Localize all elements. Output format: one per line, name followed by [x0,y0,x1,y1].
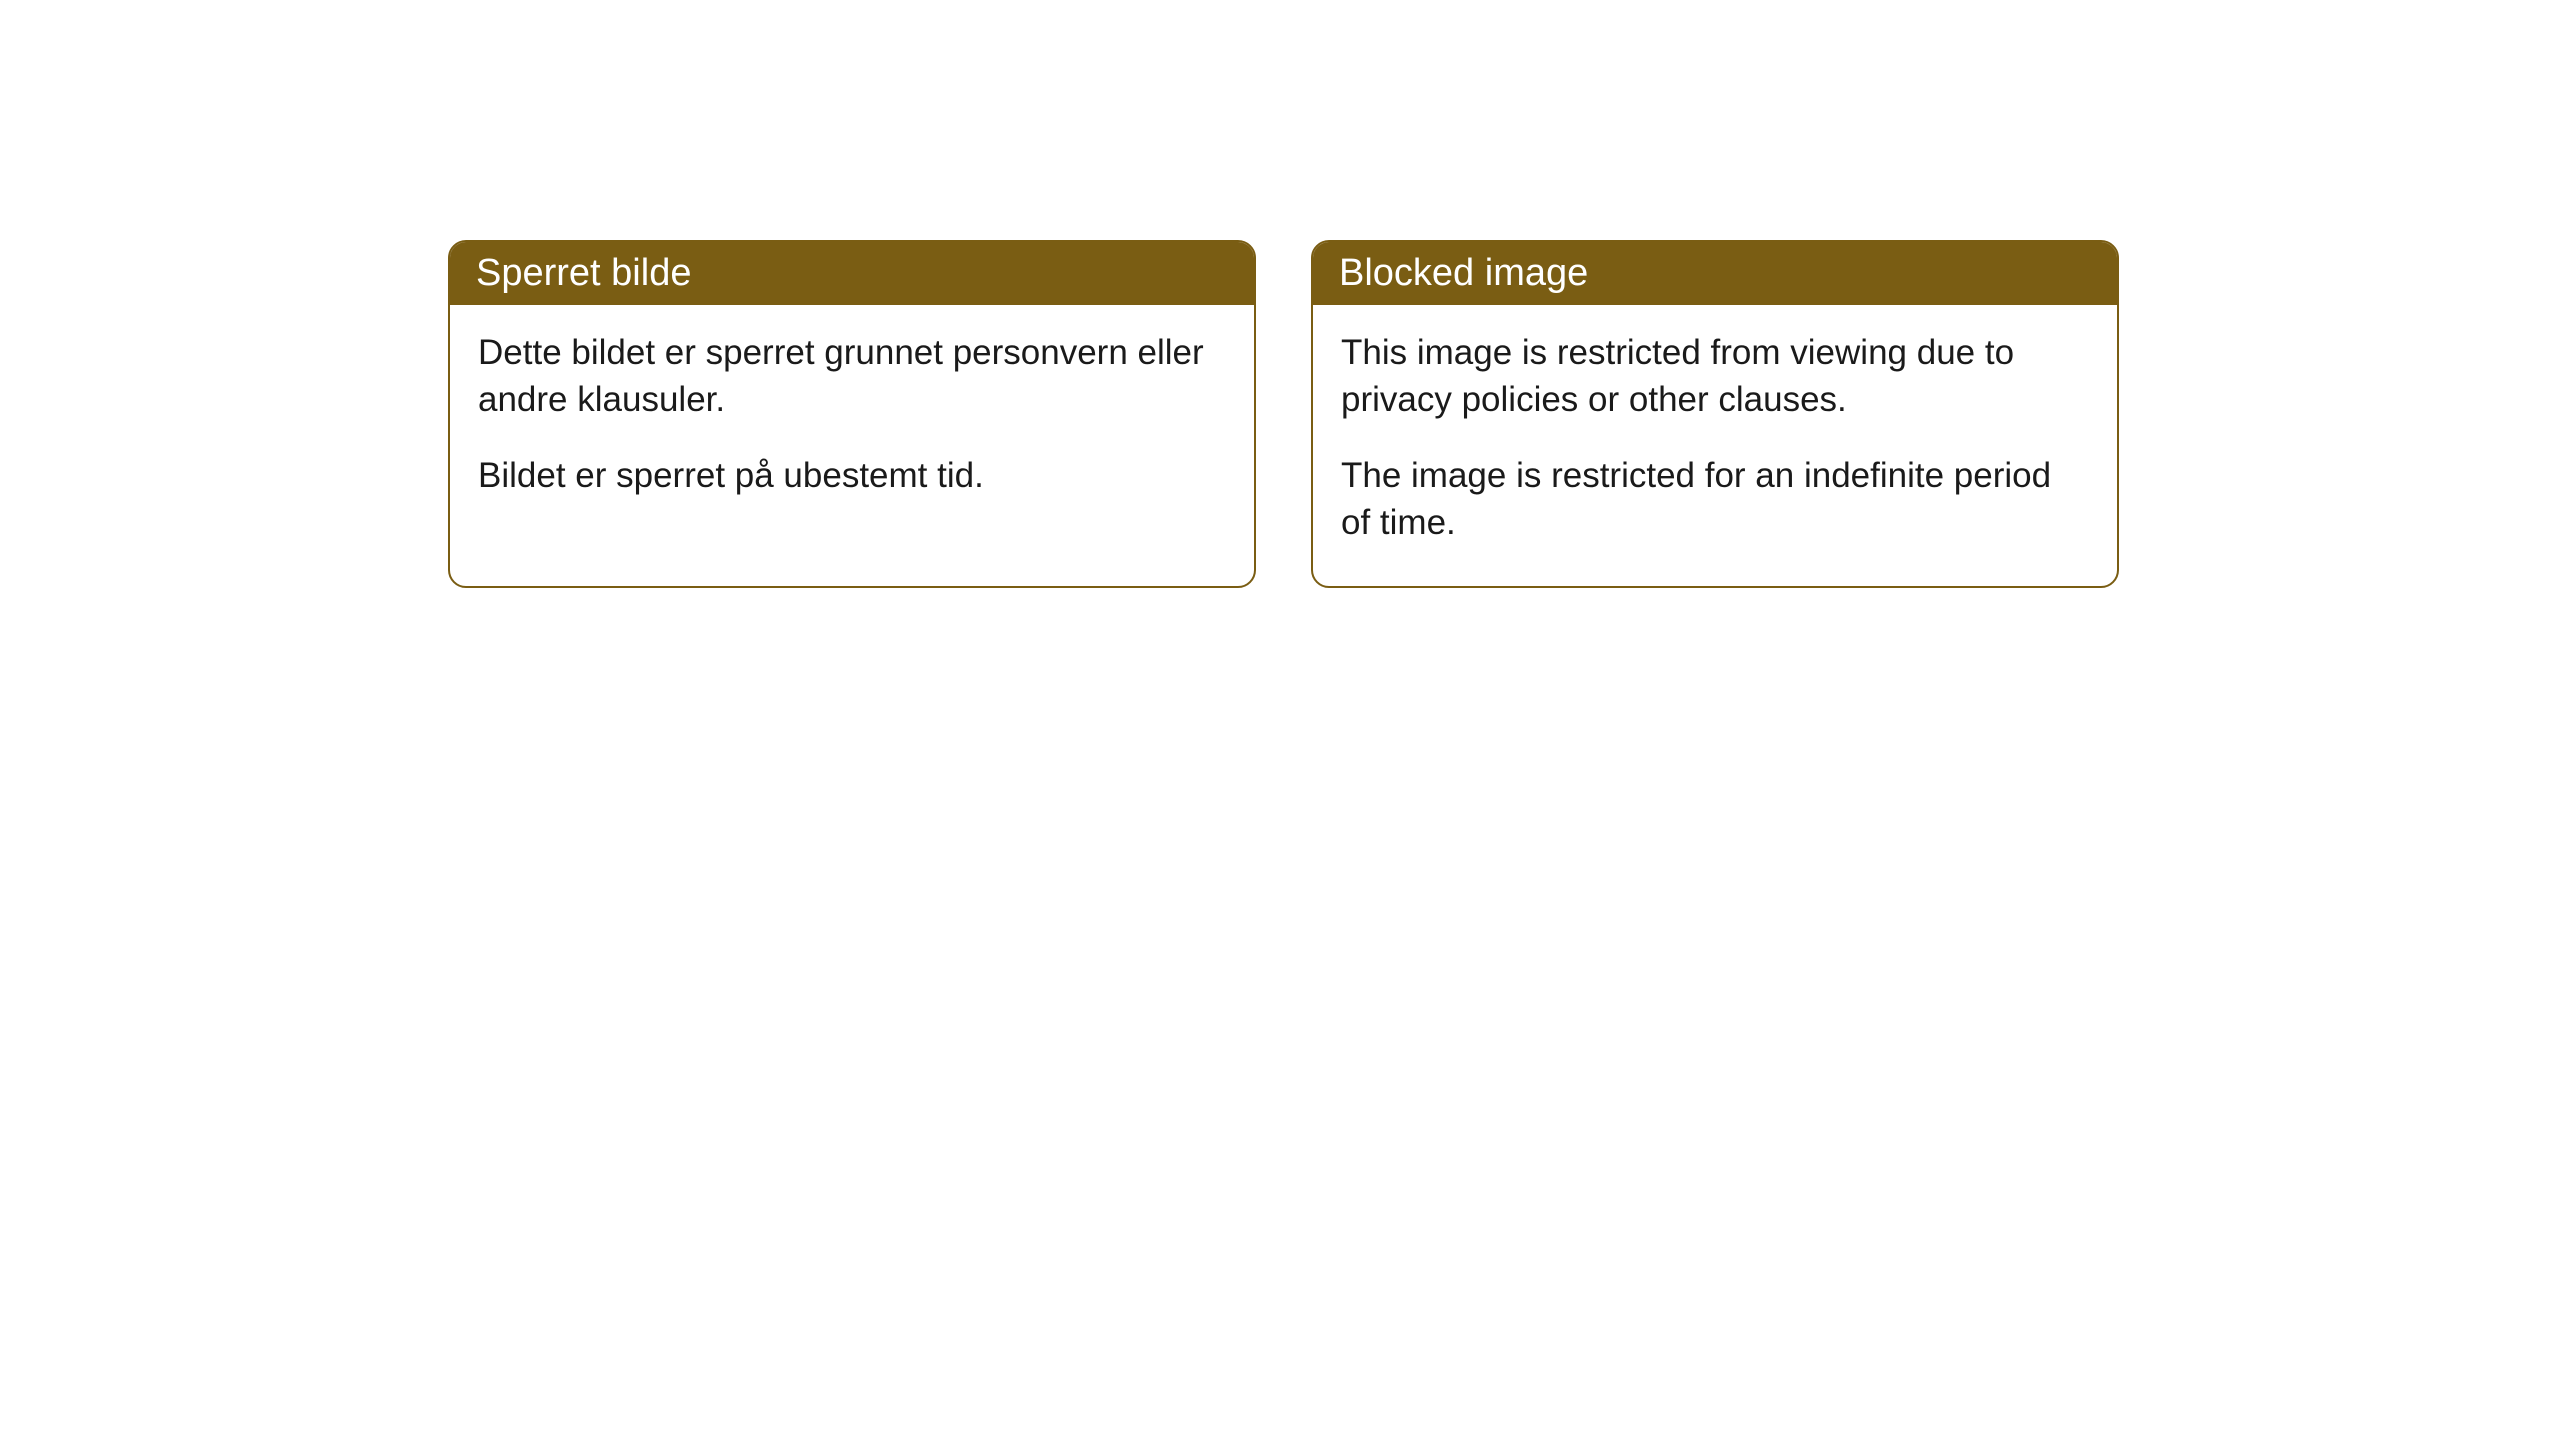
card-para2-norwegian: Bildet er sperret på ubestemt tid. [478,452,1226,499]
card-norwegian: Sperret bilde Dette bildet er sperret gr… [448,240,1256,588]
card-body-norwegian: Dette bildet er sperret grunnet personve… [450,305,1254,539]
card-header-norwegian: Sperret bilde [450,242,1254,305]
cards-container: Sperret bilde Dette bildet er sperret gr… [448,240,2119,588]
card-english: Blocked image This image is restricted f… [1311,240,2119,588]
card-para1-english: This image is restricted from viewing du… [1341,329,2089,424]
card-para2-english: The image is restricted for an indefinit… [1341,452,2089,547]
card-header-english: Blocked image [1313,242,2117,305]
card-para1-norwegian: Dette bildet er sperret grunnet personve… [478,329,1226,424]
card-body-english: This image is restricted from viewing du… [1313,305,2117,586]
